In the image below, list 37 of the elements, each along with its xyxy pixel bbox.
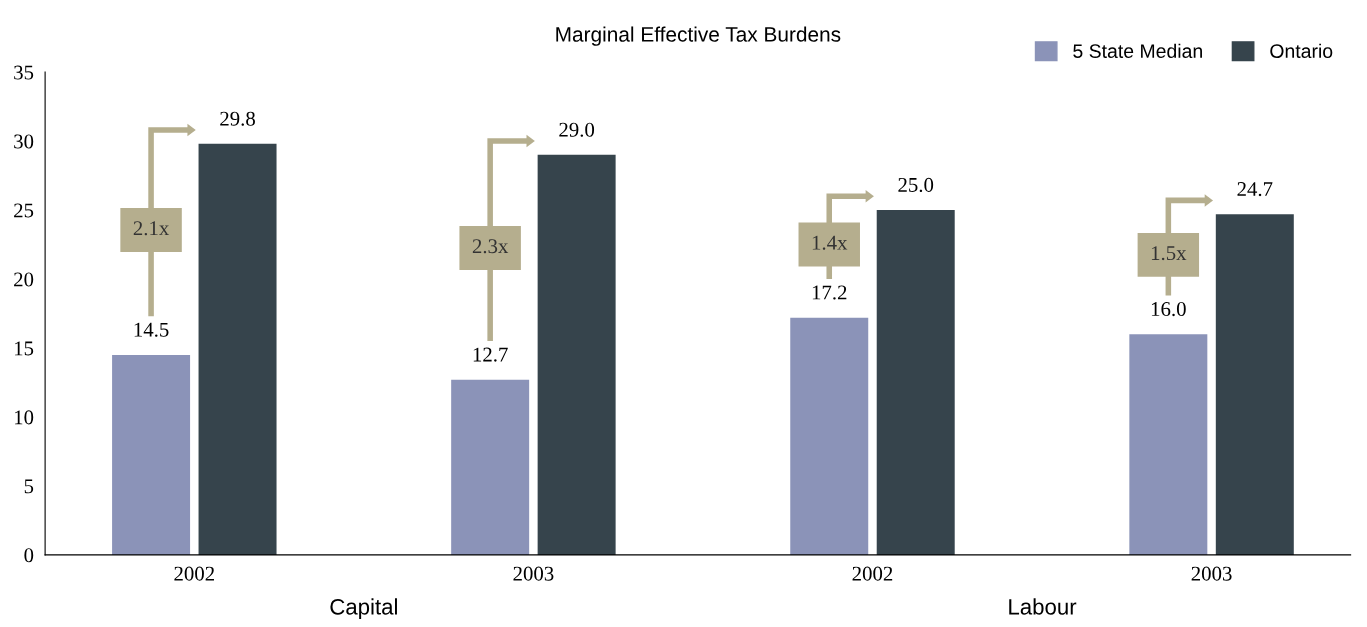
bar — [1129, 334, 1208, 555]
data-label: 29.8 — [220, 111, 255, 126]
data-label: 14.5 — [134, 322, 169, 337]
x-tick-label: 2003 — [513, 566, 554, 581]
annotation: 1.5x — [1151, 246, 1187, 261]
annotation: 1.4x — [812, 235, 848, 250]
data-label: 29.0 — [559, 122, 595, 137]
data-label: 25.0 — [898, 177, 934, 193]
bar — [876, 210, 955, 555]
annotation: 2.1x — [133, 221, 170, 236]
data-label: 12.7 — [473, 347, 508, 362]
annotation: 2.3x — [472, 239, 509, 254]
y-tick-label: 30 — [14, 134, 34, 149]
text: Capital — [330, 598, 397, 620]
y-tick-label: 10 — [15, 410, 34, 425]
legend-label: 5 State Median — [1073, 43, 1202, 58]
chart-title: Marginal Effective Tax Burdens — [556, 26, 841, 46]
y-tick-label: 20 — [14, 272, 34, 287]
data-label: 17.2 — [812, 285, 847, 300]
y-tick-label: 5 — [24, 479, 34, 494]
text: Labour — [1009, 598, 1077, 615]
bar — [1215, 214, 1294, 555]
bar — [451, 379, 530, 555]
bar — [198, 143, 277, 555]
x-tick-label: 2002 — [174, 566, 214, 581]
data-label: 16.0 — [1151, 302, 1186, 317]
bar — [537, 154, 616, 555]
y-tick-label: 15 — [15, 341, 34, 356]
bar — [790, 317, 869, 555]
y-tick-label: 35 — [14, 65, 34, 80]
y-tick-label: 25 — [14, 203, 34, 218]
x-tick-label: 2002 — [852, 566, 893, 581]
y-tick-label: 0 — [24, 548, 34, 563]
data-label: 24.7 — [1237, 182, 1273, 197]
legend-label: Ontario — [1270, 43, 1333, 58]
bar — [112, 354, 191, 555]
x-tick-label: 2003 — [1191, 566, 1232, 581]
